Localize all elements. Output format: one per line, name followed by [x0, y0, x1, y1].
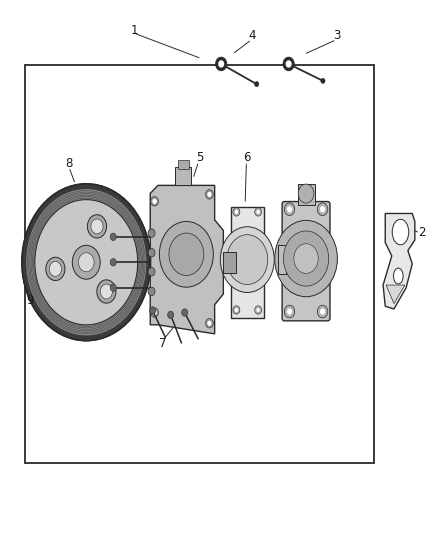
Circle shape	[35, 200, 138, 325]
Circle shape	[233, 208, 240, 216]
Circle shape	[151, 197, 159, 206]
Circle shape	[159, 221, 213, 287]
Circle shape	[91, 219, 103, 234]
Circle shape	[320, 206, 325, 213]
Circle shape	[169, 233, 204, 276]
Circle shape	[286, 60, 292, 68]
Circle shape	[205, 318, 213, 328]
Bar	[298, 184, 315, 205]
Circle shape	[254, 306, 261, 314]
Circle shape	[78, 253, 94, 272]
Circle shape	[110, 233, 116, 240]
Circle shape	[152, 199, 157, 204]
Text: 3: 3	[333, 29, 340, 42]
Circle shape	[256, 210, 260, 214]
Circle shape	[148, 229, 155, 237]
Text: 1: 1	[131, 24, 138, 37]
Circle shape	[294, 244, 318, 273]
Circle shape	[97, 280, 116, 303]
Ellipse shape	[393, 268, 403, 284]
Circle shape	[205, 190, 213, 199]
Circle shape	[235, 308, 238, 312]
Circle shape	[256, 308, 260, 312]
Text: 4: 4	[248, 29, 255, 42]
Circle shape	[49, 262, 61, 276]
Polygon shape	[383, 214, 415, 309]
Circle shape	[26, 189, 146, 335]
Circle shape	[151, 308, 159, 317]
Circle shape	[182, 309, 188, 316]
Ellipse shape	[392, 219, 409, 245]
Circle shape	[46, 257, 65, 280]
Circle shape	[168, 311, 174, 319]
Circle shape	[283, 231, 328, 286]
Bar	[231, 207, 264, 318]
Circle shape	[148, 287, 155, 296]
FancyBboxPatch shape	[282, 201, 330, 321]
Bar	[25, 65, 374, 463]
Circle shape	[284, 305, 295, 318]
Circle shape	[148, 268, 155, 276]
Circle shape	[207, 320, 212, 326]
Circle shape	[321, 78, 325, 84]
Circle shape	[22, 184, 151, 341]
Bar	[178, 160, 188, 169]
Circle shape	[150, 307, 155, 314]
Circle shape	[110, 284, 116, 292]
Circle shape	[275, 220, 337, 297]
Circle shape	[320, 309, 325, 315]
Circle shape	[287, 309, 292, 315]
Circle shape	[152, 310, 157, 316]
Text: 9: 9	[26, 294, 33, 308]
Circle shape	[254, 82, 259, 87]
Bar	[278, 245, 286, 274]
Polygon shape	[150, 185, 223, 334]
Circle shape	[284, 203, 295, 216]
Text: 8: 8	[65, 157, 73, 169]
Text: 5: 5	[196, 151, 203, 164]
Bar	[223, 252, 237, 273]
Text: 7: 7	[159, 337, 166, 350]
Circle shape	[235, 210, 238, 214]
Circle shape	[215, 57, 227, 71]
Circle shape	[110, 259, 116, 266]
Text: 2: 2	[417, 225, 425, 239]
Circle shape	[148, 248, 155, 257]
Circle shape	[298, 184, 314, 203]
Circle shape	[72, 245, 100, 279]
Circle shape	[218, 60, 224, 68]
Circle shape	[233, 306, 240, 314]
Circle shape	[227, 235, 268, 285]
Circle shape	[220, 227, 274, 293]
Circle shape	[318, 203, 328, 216]
Circle shape	[207, 192, 212, 197]
Bar	[176, 167, 191, 185]
Circle shape	[88, 215, 106, 238]
Circle shape	[287, 206, 292, 213]
Circle shape	[318, 305, 328, 318]
Circle shape	[283, 57, 294, 71]
Text: 6: 6	[244, 151, 251, 164]
Circle shape	[254, 208, 261, 216]
Circle shape	[100, 284, 113, 299]
Polygon shape	[386, 285, 405, 304]
